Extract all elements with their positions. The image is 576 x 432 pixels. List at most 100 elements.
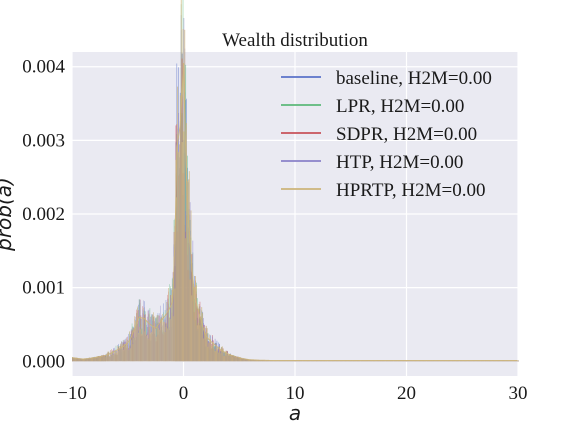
- histogram-bar: [204, 332, 206, 362]
- histogram-bar: [105, 356, 107, 362]
- histogram-bar: [109, 356, 111, 362]
- legend: baseline, H2M=0.00 LPR, H2M=0.00 SDPR, H2M…: [281, 68, 492, 201]
- histogram-bar: [149, 326, 151, 362]
- histogram-bar: [233, 356, 235, 362]
- histogram-bar: [228, 353, 229, 362]
- legend-label: SDPR, H2M=0.00: [336, 124, 477, 145]
- histogram-bar: [133, 338, 135, 362]
- histogram-bar: [163, 321, 165, 362]
- histogram-bar: [168, 288, 169, 362]
- legend-label: baseline, H2M=0.00: [336, 68, 492, 89]
- histogram-bar: [181, 142, 183, 362]
- histogram-bar: [187, 181, 188, 362]
- histogram-bar: [199, 325, 201, 362]
- histogram-bar: [240, 358, 242, 362]
- histogram-bar: [98, 357, 100, 362]
- histogram-bar: [101, 355, 103, 362]
- histogram-bar: [120, 343, 121, 362]
- histogram-bar: [100, 356, 102, 362]
- histogram-bar: [161, 317, 162, 362]
- histogram-bar: [151, 332, 152, 362]
- histogram-bar: [96, 356, 97, 362]
- histogram-bar: [153, 312, 154, 362]
- histogram-bar: [104, 355, 105, 362]
- histogram-bar: [84, 358, 86, 362]
- histogram-bar: [121, 341, 122, 362]
- histogram-bar: [82, 358, 84, 362]
- histogram-bar: [116, 352, 118, 362]
- histogram-bar: [194, 286, 195, 362]
- histogram-bar: [113, 350, 115, 362]
- histogram-bar: [108, 351, 110, 362]
- histogram-bar: [249, 359, 251, 362]
- histogram-bar: [175, 159, 177, 362]
- histogram-bar: [152, 326, 153, 362]
- histogram-bar: [136, 312, 137, 362]
- histogram-bar: [201, 307, 203, 362]
- histogram-bar: [215, 344, 217, 362]
- histogram-bar: [80, 358, 82, 362]
- histogram-bar: [171, 289, 173, 362]
- histogram-bar: [110, 355, 111, 362]
- chart-title: Wealth distribution: [222, 30, 368, 51]
- histogram-bar: [105, 356, 106, 362]
- histogram-bar: [83, 358, 85, 362]
- histogram-bar: [248, 359, 250, 362]
- histogram-bar: [229, 354, 231, 362]
- histogram-bar: [76, 357, 78, 362]
- histogram-bar: [99, 356, 101, 362]
- histogram-bar: [117, 345, 119, 362]
- histogram-bar: [206, 328, 208, 362]
- histogram-bar: [258, 360, 260, 362]
- histogram-bar: [137, 306, 138, 362]
- histogram-bar: [80, 359, 81, 362]
- histogram-bar: [237, 357, 238, 362]
- histogram-bar: [145, 318, 146, 362]
- histogram-bar: [180, 0, 182, 362]
- histogram-bar: [188, 171, 190, 362]
- histogram-bar: [208, 342, 210, 362]
- histogram-bar: [243, 359, 245, 362]
- histogram-bar: [257, 360, 259, 362]
- histogram-bar: [167, 328, 169, 362]
- histogram-bar: [141, 333, 143, 362]
- histogram-bar: [165, 326, 167, 362]
- histogram-bar: [216, 348, 218, 362]
- histogram-bar: [88, 357, 90, 362]
- histogram-bar: [119, 345, 120, 362]
- x-tick-label: −10: [57, 383, 87, 404]
- histogram-bar: [245, 359, 247, 362]
- histogram-bar: [85, 358, 87, 362]
- histogram-bar: [173, 256, 175, 362]
- axis-ticks: −10 0 10 20 30 0.000 0.001 0.002 0.003 0.004: [22, 57, 527, 404]
- histogram-bar: [253, 360, 254, 362]
- histogram-bar: [113, 348, 114, 362]
- histogram-bar: [91, 358, 93, 362]
- histogram-bar: [202, 313, 204, 362]
- histogram-bar: [106, 353, 108, 362]
- histogram-bar: [214, 338, 216, 362]
- histogram-bar: [88, 358, 89, 362]
- histogram-bar: [193, 284, 195, 362]
- histogram-bar: [164, 332, 166, 362]
- histogram-bar: [220, 346, 222, 362]
- histogram-bar: [207, 346, 209, 362]
- distribution-outline: [71, 62, 518, 361]
- histogram-bar: [156, 315, 158, 362]
- histogram-bar: [210, 338, 212, 362]
- histogram-bar: [220, 353, 221, 362]
- histogram-bar: [113, 354, 114, 362]
- x-tick-label: 0: [179, 383, 189, 404]
- histogram-bar: [250, 359, 252, 362]
- histogram-bar: [114, 350, 116, 362]
- histogram-bar: [129, 331, 130, 362]
- histogram-bar: [154, 316, 155, 362]
- histogram-bar: [245, 359, 246, 362]
- histogram-bar: [126, 338, 128, 362]
- histogram-bar: [77, 358, 79, 362]
- histogram-bar: [189, 279, 191, 362]
- histogram-bar: [142, 317, 144, 362]
- histogram-bar: [112, 353, 113, 362]
- histogram-bar: [225, 350, 227, 362]
